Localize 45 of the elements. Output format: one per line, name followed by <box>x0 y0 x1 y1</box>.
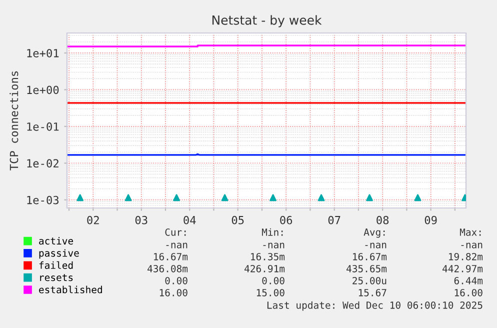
text: Min: <box>262 228 283 236</box>
text: 0.00 <box>165 276 188 284</box>
text: 435.65m <box>346 264 387 272</box>
text: 19.82m <box>449 252 483 260</box>
text: 6.44m <box>454 276 483 284</box>
text: Cur: <box>165 228 186 236</box>
y-tick-label: 1e+00 <box>27 86 59 94</box>
text: 15.67 <box>358 288 386 296</box>
text: Avg: <box>364 228 385 238</box>
legend-label: failed <box>39 261 73 269</box>
text: -nan <box>461 242 482 248</box>
y-tick-label: 1e-03 <box>27 196 59 204</box>
text: 426.91m <box>244 264 285 272</box>
text: Last update: Wed Dec 10 06:00:10 2025 <box>267 301 482 311</box>
text: 25.00u <box>352 276 386 284</box>
x-tick-label: 08 <box>376 216 389 224</box>
x-tick-label: 02 <box>87 216 99 224</box>
text: -nan <box>365 242 386 248</box>
y-tick-label: 1e+01 <box>27 48 59 58</box>
x-tick-label: 04 <box>184 216 196 224</box>
text: 442.97m <box>442 264 483 272</box>
y-tick-label: 1e-02 <box>27 159 58 168</box>
chart-title: Netstat - by week <box>212 15 322 28</box>
text: -nan <box>166 242 188 248</box>
text: 16.67m <box>154 252 188 260</box>
x-tick-label: 07 <box>328 216 340 224</box>
y-axis-title: TCP connections <box>10 71 18 170</box>
text: 15.00 <box>256 288 284 296</box>
legend-label: resets <box>40 274 73 282</box>
y-tick-label: 1e-01 <box>27 122 59 131</box>
text: 16.67m <box>353 252 387 260</box>
text: Max: <box>460 228 481 236</box>
text: 0.00 <box>262 276 284 284</box>
x-tick-label: 09 <box>424 216 437 224</box>
legend-label: established <box>39 286 102 294</box>
text: 436.08m <box>148 264 188 272</box>
text: 16.00 <box>160 288 188 296</box>
x-tick-label: 06 <box>280 216 292 224</box>
x-tick-label: 03 <box>135 216 148 224</box>
x-tick-label: 05 <box>232 216 244 224</box>
legend-label: active <box>39 237 74 245</box>
text: 16.35m <box>251 252 285 260</box>
legend-label: passive <box>39 249 79 259</box>
text: 16.00 <box>454 288 482 296</box>
text: -nan <box>263 242 284 248</box>
